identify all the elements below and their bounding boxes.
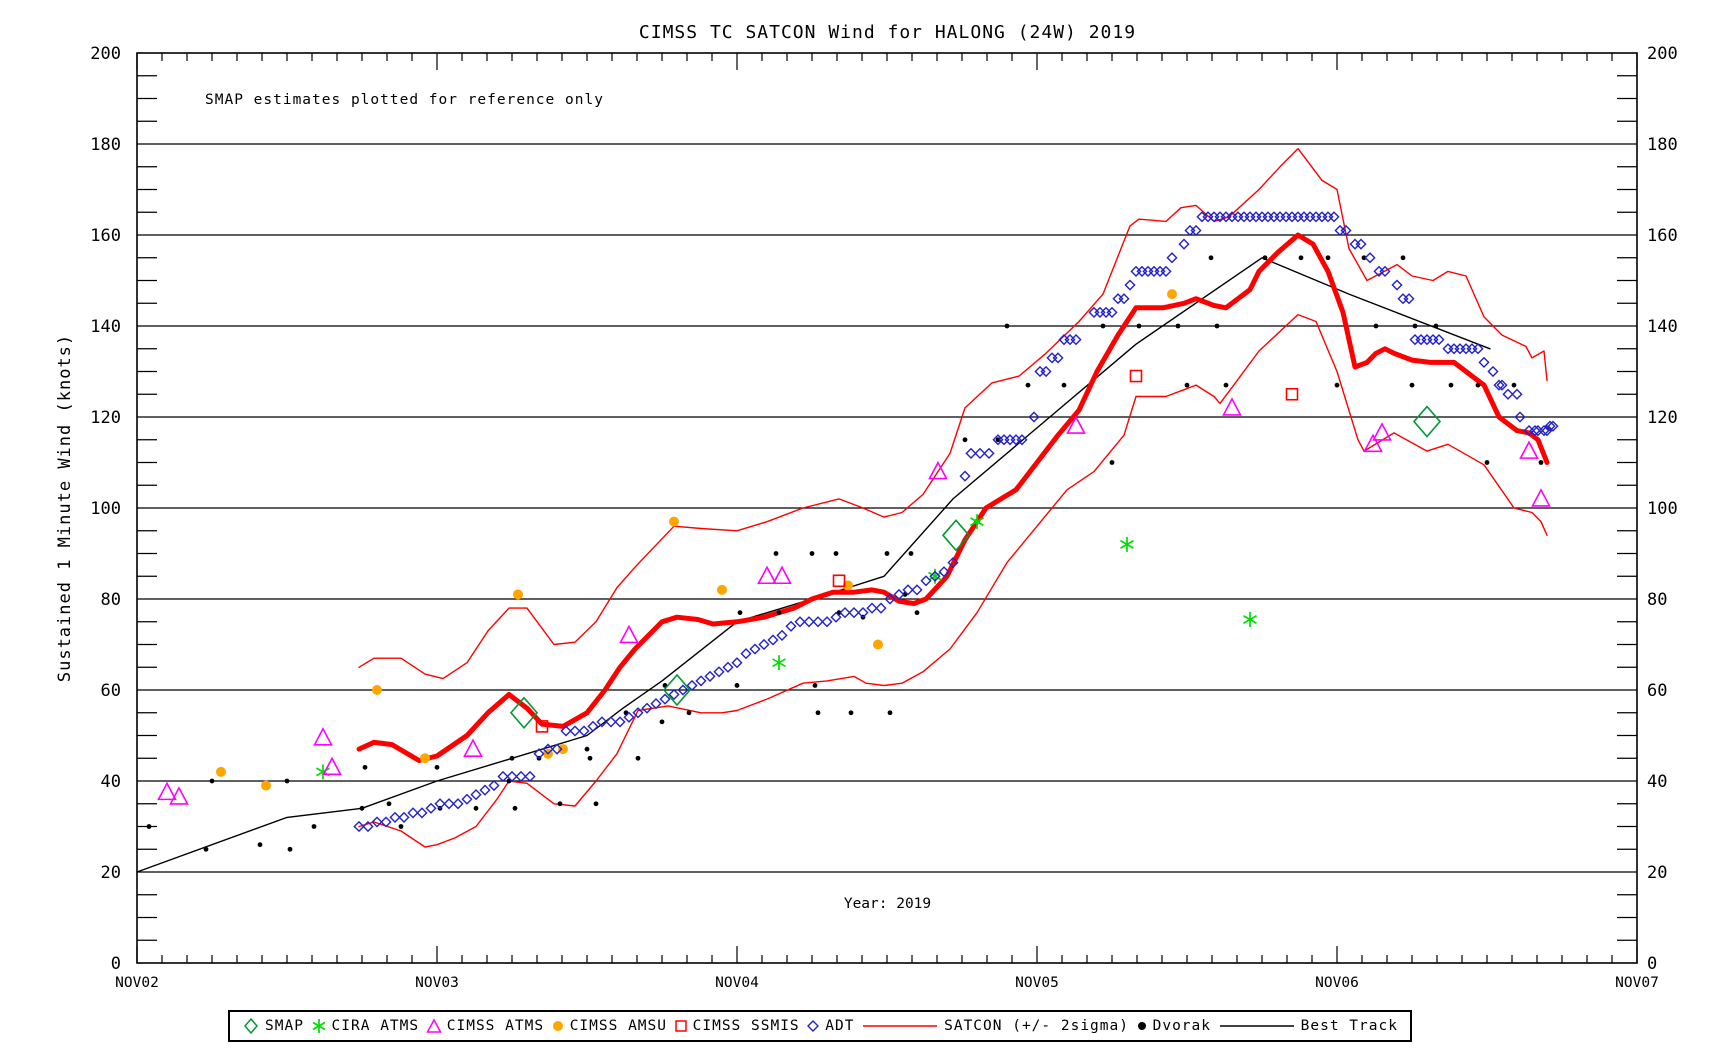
legend-item-best-track: Best Track bbox=[1218, 1018, 1398, 1034]
svg-text:NOV05: NOV05 bbox=[1015, 975, 1059, 991]
svg-text:160: 160 bbox=[90, 226, 121, 246]
legend-item-cira-atms: CIRA ATMS bbox=[311, 1018, 420, 1034]
svg-text:20: 20 bbox=[1647, 863, 1667, 883]
legend-label: SATCON (+/- 2sigma) bbox=[944, 1018, 1129, 1034]
series-cimss-atms bbox=[157, 397, 1551, 805]
svg-text:200: 200 bbox=[90, 44, 121, 64]
legend-label: Dvorak bbox=[1152, 1018, 1211, 1034]
legend-glyph bbox=[674, 1019, 688, 1033]
series-dvorak bbox=[146, 255, 1544, 852]
svg-text:160: 160 bbox=[1647, 226, 1678, 246]
chart-title: CIMSS TC SATCON Wind for HALONG (24W) 20… bbox=[638, 22, 1137, 43]
legend-item-adt: ADT bbox=[806, 1018, 854, 1034]
legend-label: CIMSS SSMIS bbox=[692, 1018, 800, 1034]
legend-item-cimss-ssmis: CIMSS SSMIS bbox=[674, 1018, 800, 1034]
y-axis-label: Sustained 1 Minute Wind (knots) bbox=[55, 333, 75, 683]
x-axis-label: Year: 2019 bbox=[843, 896, 932, 912]
legend-label: SMAP bbox=[265, 1018, 304, 1034]
svg-text:40: 40 bbox=[1647, 772, 1667, 792]
legend-glyph bbox=[242, 1017, 260, 1035]
svg-text:NOV02: NOV02 bbox=[115, 975, 159, 991]
legend-glyph bbox=[425, 1018, 442, 1034]
legend-glyph bbox=[1218, 1021, 1296, 1031]
smap-reference-note: SMAP estimates plotted for reference onl… bbox=[205, 92, 604, 108]
legend-label: CIRA ATMS bbox=[331, 1018, 420, 1034]
svg-text:180: 180 bbox=[1647, 135, 1678, 155]
svg-text:80: 80 bbox=[1647, 590, 1667, 610]
series-adt bbox=[353, 211, 1559, 833]
legend-label: ADT bbox=[825, 1018, 855, 1034]
svg-text:NOV03: NOV03 bbox=[415, 975, 459, 991]
series-cimss-ssmis bbox=[535, 369, 1299, 733]
legend-label: CIMSS AMSU bbox=[569, 1018, 667, 1034]
svg-text:140: 140 bbox=[90, 317, 121, 337]
legend-glyph bbox=[1136, 1020, 1148, 1032]
svg-text:140: 140 bbox=[1647, 317, 1678, 337]
legend-item-cimss-amsu: CIMSS AMSU bbox=[551, 1018, 667, 1034]
svg-text:120: 120 bbox=[1647, 408, 1678, 428]
svg-text:180: 180 bbox=[90, 135, 121, 155]
svg-text:60: 60 bbox=[101, 681, 121, 701]
legend-glyph bbox=[806, 1019, 820, 1033]
legend-item-dvorak: Dvorak bbox=[1136, 1018, 1211, 1034]
svg-text:40: 40 bbox=[101, 772, 121, 792]
svg-text:NOV04: NOV04 bbox=[715, 975, 759, 991]
svg-text:NOV07: NOV07 bbox=[1615, 975, 1659, 991]
svg-text:100: 100 bbox=[90, 499, 121, 519]
legend-label: CIMSS ATMS bbox=[446, 1018, 545, 1034]
svg-text:60: 60 bbox=[1647, 681, 1667, 701]
series-cimss-amsu bbox=[216, 289, 1177, 791]
legend-item-cimss-atms: CIMSS ATMS bbox=[425, 1018, 545, 1034]
legend-label: Best Track bbox=[1300, 1018, 1398, 1034]
legend-glyph bbox=[311, 1018, 327, 1034]
svg-text:0: 0 bbox=[111, 954, 121, 974]
svg-text:80: 80 bbox=[101, 590, 121, 610]
series-smap bbox=[509, 405, 1442, 729]
svg-text:0: 0 bbox=[1647, 954, 1657, 974]
svg-text:100: 100 bbox=[1647, 499, 1678, 519]
legend-glyph bbox=[861, 1021, 939, 1031]
legend-box: SMAP CIRA ATMS CIMSS ATMS CIMSS AMSU CIMSS S… bbox=[228, 1010, 1412, 1042]
series-cira-atms bbox=[316, 514, 1257, 780]
legend-item-smap: SMAP bbox=[242, 1017, 304, 1035]
legend-glyph bbox=[551, 1019, 565, 1033]
svg-text:200: 200 bbox=[1647, 44, 1678, 64]
svg-text:20: 20 bbox=[101, 863, 121, 883]
legend-item-satcon-2sigma: SATCON (+/- 2sigma) bbox=[861, 1018, 1129, 1034]
svg-text:120: 120 bbox=[90, 408, 121, 428]
svg-text:NOV06: NOV06 bbox=[1315, 975, 1359, 991]
